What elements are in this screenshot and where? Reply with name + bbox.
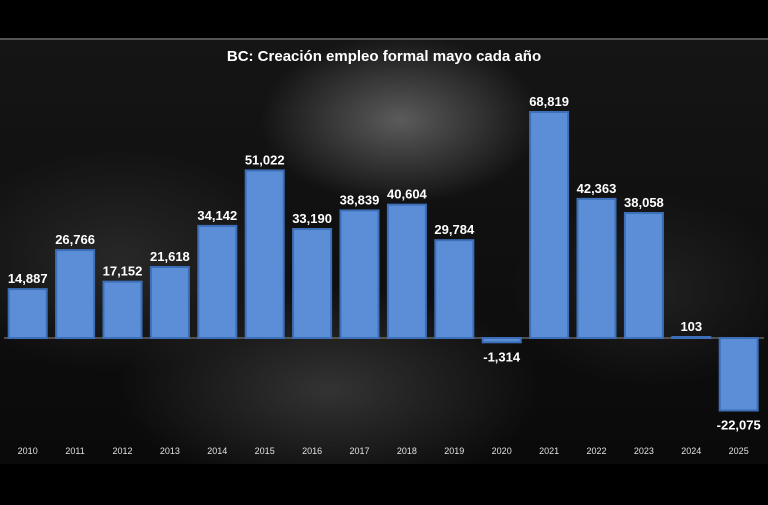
x-tick-label: 2012 bbox=[112, 446, 132, 456]
data-label-2023: 38,058 bbox=[624, 195, 664, 210]
data-label-2012: 17,152 bbox=[103, 264, 143, 279]
x-tick-label: 2024 bbox=[681, 446, 701, 456]
bar-2015 bbox=[244, 169, 285, 339]
data-label-2010: 14,887 bbox=[8, 271, 48, 286]
bar-2022 bbox=[576, 197, 617, 339]
x-tick-label: 2015 bbox=[255, 446, 275, 456]
data-label-2017: 38,839 bbox=[340, 192, 380, 207]
data-label-2014: 34,142 bbox=[197, 208, 237, 223]
x-tick-label: 2025 bbox=[729, 446, 749, 456]
x-tick-label: 2023 bbox=[634, 446, 654, 456]
bar-2024 bbox=[671, 336, 712, 339]
data-label-2024: 103 bbox=[680, 319, 702, 334]
x-tick-label: 2018 bbox=[397, 446, 417, 456]
x-tick-label: 2021 bbox=[539, 446, 559, 456]
chart-title: BC: Creación empleo formal mayo cada año bbox=[226, 48, 542, 65]
bar-2016 bbox=[292, 228, 333, 339]
bar-2010 bbox=[7, 288, 48, 340]
data-label-2019: 29,784 bbox=[434, 222, 475, 237]
x-tick-label: 2016 bbox=[302, 446, 322, 456]
bar-2021 bbox=[529, 111, 570, 339]
bar-2014 bbox=[197, 224, 238, 339]
bar-2011 bbox=[55, 249, 96, 339]
x-tick-label: 2019 bbox=[444, 446, 464, 456]
data-label-2021: 68,819 bbox=[529, 94, 569, 109]
bar-2013 bbox=[149, 266, 190, 339]
data-label-2015: 51,022 bbox=[245, 152, 285, 167]
x-tick-label: 2020 bbox=[492, 446, 512, 456]
data-label-2016: 33,190 bbox=[292, 211, 332, 226]
bar-2020 bbox=[481, 337, 522, 344]
x-tick-label: 2010 bbox=[18, 446, 38, 456]
data-label-2020: -1,314 bbox=[483, 349, 521, 364]
x-tick-label: 2022 bbox=[586, 446, 606, 456]
x-tick-label: 2013 bbox=[160, 446, 180, 456]
data-label-2025: -22,075 bbox=[717, 417, 761, 432]
bar-2017 bbox=[339, 209, 380, 339]
bar-2019 bbox=[434, 239, 475, 339]
bar-2023 bbox=[623, 212, 664, 340]
data-label-2011: 26,766 bbox=[55, 232, 95, 247]
data-label-2022: 42,363 bbox=[577, 181, 617, 196]
bar-2018 bbox=[386, 203, 427, 339]
data-label-2018: 40,604 bbox=[387, 187, 428, 202]
x-tick-label: 2011 bbox=[65, 446, 84, 456]
x-tick-label: 2014 bbox=[207, 446, 227, 456]
bar-2012 bbox=[102, 280, 143, 339]
data-label-2013: 21,618 bbox=[150, 249, 190, 264]
x-tick-label: 2017 bbox=[349, 446, 369, 456]
bar-2025 bbox=[718, 337, 759, 412]
